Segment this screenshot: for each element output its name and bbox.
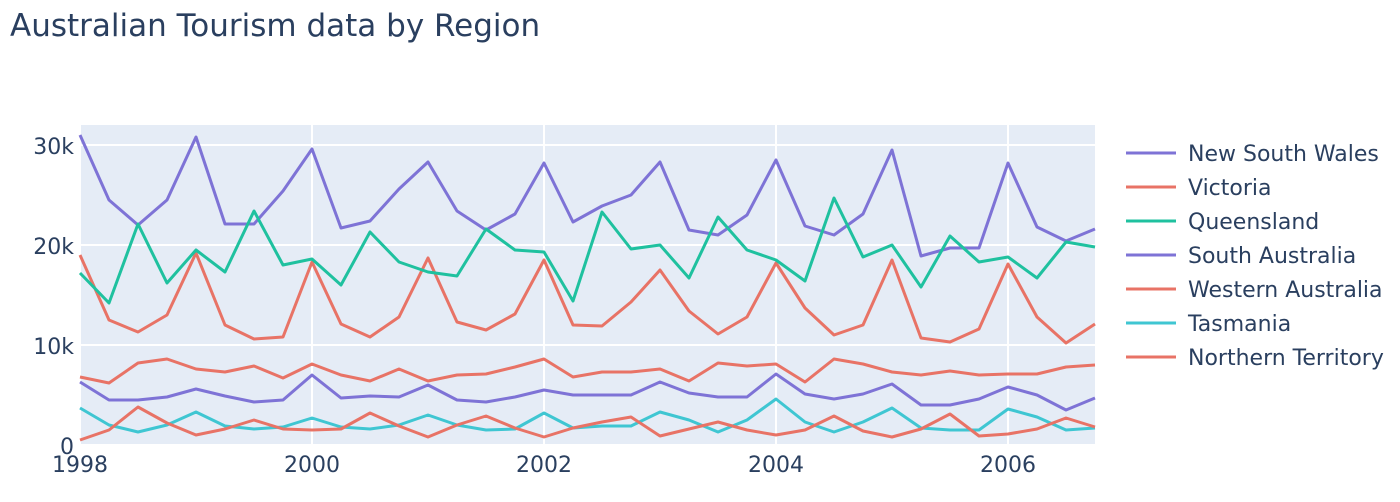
chart-title: Australian Tourism data by Region	[10, 8, 541, 44]
x-tick-label: 1998	[52, 453, 108, 478]
series-lines	[78, 134, 1096, 442]
legend-item-tasmania[interactable]: Tasmania	[1126, 312, 1291, 337]
series-line-victoria	[78, 251, 1096, 345]
legend-item-new-south-wales[interactable]: New South Wales	[1126, 142, 1379, 167]
legend: New South Wales Victoria Queensland South A…	[1126, 142, 1384, 371]
x-tick-label: 2006	[980, 453, 1036, 478]
series-line-south-australia	[79, 372, 1096, 412]
legend-item-western-australia[interactable]: Western Australia	[1126, 278, 1383, 303]
plot-area	[80, 125, 1095, 445]
series-line-northern-territory	[79, 405, 1096, 442]
legend-label: Northern Territory	[1188, 346, 1384, 371]
legend-label: Tasmania	[1187, 312, 1291, 337]
legend-label: Victoria	[1188, 176, 1272, 201]
legend-label: Western Australia	[1188, 278, 1383, 303]
y-tick-label: 20k	[33, 235, 74, 260]
x-tick-label: 2002	[516, 453, 572, 478]
x-tick-label: 2004	[748, 453, 804, 478]
legend-item-south-australia[interactable]: South Australia	[1126, 244, 1356, 269]
grid-lines	[79, 125, 1095, 446]
legend-item-northern-territory[interactable]: Northern Territory	[1126, 346, 1384, 371]
legend-label: South Australia	[1188, 244, 1356, 269]
y-tick-label: 0	[60, 435, 74, 460]
y-tick-label: 10k	[33, 335, 74, 360]
y-tick-label: 30k	[33, 135, 74, 160]
legend-item-victoria[interactable]: Victoria	[1126, 176, 1272, 201]
series-line-tasmania	[79, 397, 1096, 434]
series-line-queensland	[78, 196, 1096, 305]
series-line-western-australia	[79, 357, 1096, 385]
legend-label: New South Wales	[1188, 142, 1379, 167]
legend-label: Queensland	[1188, 210, 1319, 235]
axis-ticks: 0 10k 20k 30k 1998 2000 2002 2004 2006	[33, 135, 1036, 478]
x-tick-label: 2000	[284, 453, 340, 478]
legend-item-queensland[interactable]: Queensland	[1126, 210, 1319, 235]
